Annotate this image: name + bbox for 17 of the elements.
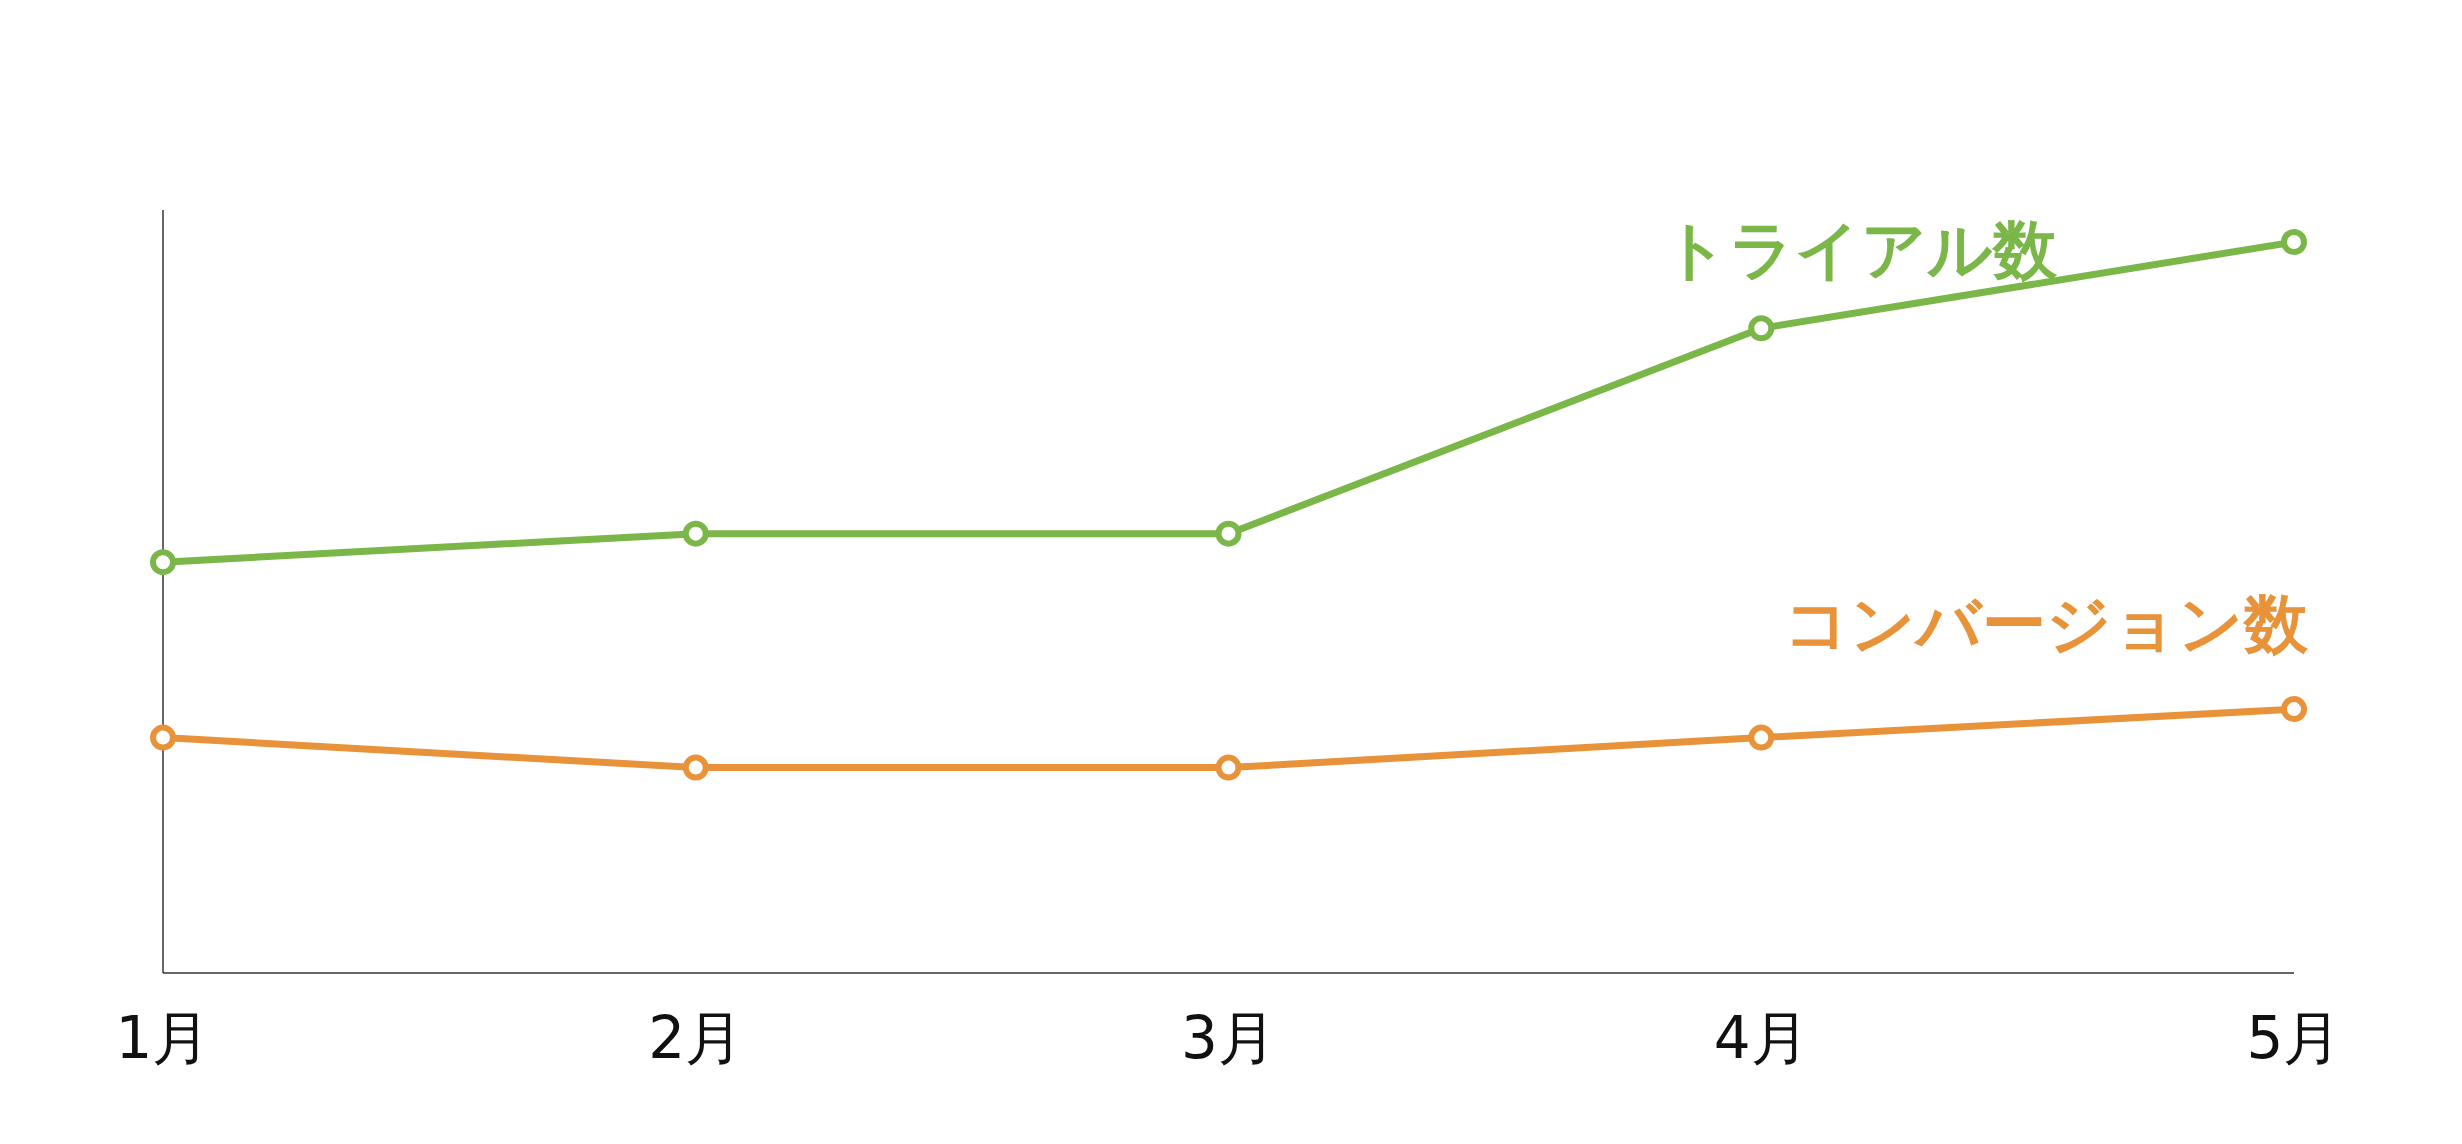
x-tick-label: 4月 — [1713, 1004, 1809, 1072]
x-tick-label: 2月 — [648, 1004, 744, 1072]
x-tick-label: 3月 — [1181, 1004, 1276, 1072]
point — [2281, 229, 2307, 255]
point — [1215, 754, 1242, 781]
point — [1748, 724, 1775, 751]
point — [1748, 315, 1775, 342]
point — [150, 549, 176, 576]
point — [2281, 696, 2307, 723]
x-tick-label: 1月 — [115, 1004, 211, 1072]
series-label: トライアル数 — [1663, 213, 2058, 287]
point — [682, 520, 709, 547]
series-label: コンバージョン数 — [1784, 587, 2309, 661]
point — [150, 724, 176, 751]
x-tick-label: 5月 — [2246, 1004, 2342, 1072]
point — [1215, 520, 1242, 547]
point — [682, 754, 709, 781]
